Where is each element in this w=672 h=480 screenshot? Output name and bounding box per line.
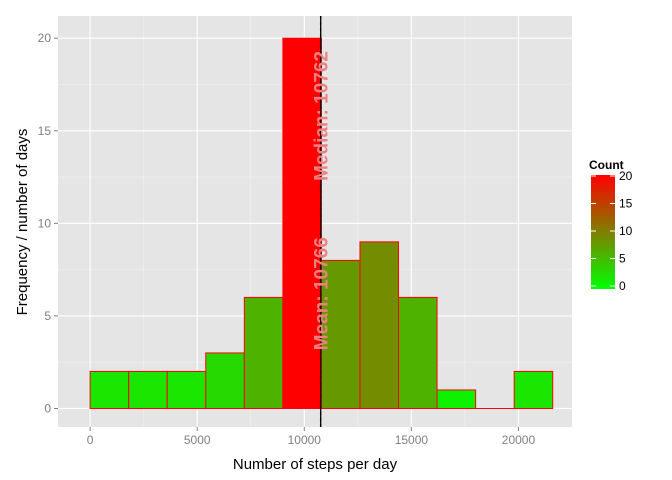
annotations: Mean: 10766 Median: 10762 [312,51,333,350]
y-tick-label: 5 [44,309,51,323]
legend-label: 20 [619,169,633,183]
histogram-bar [128,370,168,409]
histogram-bar [89,370,130,409]
y-tick-label: 20 [38,31,52,45]
y-axis-ticks: 0 5 10 15 20 [38,31,58,415]
histogram-bar [205,352,245,409]
legend: Count 0 5 10 15 20 [589,158,633,293]
legend-colorbar [591,175,615,289]
x-tick-label: 15000 [395,433,429,447]
legend-ticks: 0 5 10 15 20 [591,169,633,293]
histogram-bar [398,296,438,409]
legend-label: 0 [619,279,626,293]
legend-title: Count [589,158,624,172]
y-tick-label: 0 [44,401,51,415]
legend-label: 10 [619,224,633,238]
x-tick-label: 20000 [502,433,536,447]
y-tick-label: 10 [38,216,52,230]
mean-annotation: Mean: 10766 [312,237,333,350]
histogram-bar [436,389,477,409]
legend-label: 15 [619,197,633,211]
histogram-bar [243,296,284,409]
x-tick-label: 0 [87,433,94,447]
histogram-bar [359,241,400,409]
median-annotation: Median: 10762 [312,51,333,181]
histogram-bars [89,37,554,409]
histogram-bar [513,370,554,409]
y-tick-label: 15 [38,124,52,138]
x-tick-label: 10000 [288,433,322,447]
x-axis-title: Number of steps per day [233,456,398,473]
y-axis-title: Frequency / number of days [14,129,31,316]
x-tick-label: 5000 [184,433,211,447]
legend-label: 5 [619,252,626,266]
histogram-bar [282,37,322,409]
histogram-bar [166,370,207,409]
x-axis-ticks: 0 5000 10000 15000 20000 [87,427,536,447]
